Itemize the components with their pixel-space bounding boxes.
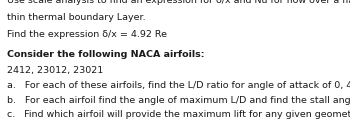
Text: 2412, 23012, 23021: 2412, 23012, 23021 <box>7 66 103 75</box>
Text: b.   For each airfoil find the angle of maximum L/D and find the stall angle: b. For each airfoil find the angle of ma… <box>7 96 350 105</box>
Text: Use scale analysis to find an expression for δ/x and Nu for flow over a flat pla: Use scale analysis to find an expression… <box>7 0 350 5</box>
Text: Find the expression δ/x = 4.92 Re: Find the expression δ/x = 4.92 Re <box>7 30 167 39</box>
Text: a.   For each of these airfoils, find the L/D ratio for angle of attack of 0, 4,: a. For each of these airfoils, find the … <box>7 81 350 90</box>
Text: c.   Find which airfoil will provide the maximum lift for any given geometry and: c. Find which airfoil will provide the m… <box>7 110 350 119</box>
Text: thin thermal boundary Layer.: thin thermal boundary Layer. <box>7 13 146 22</box>
Text: Consider the following NACA airfoils:: Consider the following NACA airfoils: <box>7 50 204 59</box>
